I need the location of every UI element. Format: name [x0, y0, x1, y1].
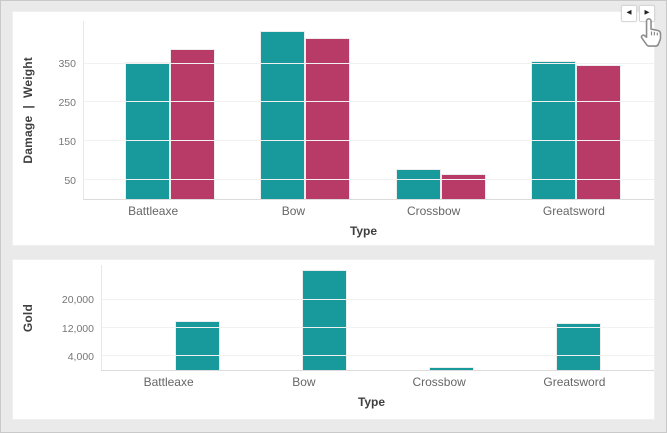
gridline [102, 355, 654, 356]
y-tick-label: 250 [58, 96, 76, 109]
y-axis-ticks: 4,000 12,000 20,000 [43, 265, 101, 371]
x-axis-labels: Battleaxe Bow Crossbow Greatsword [83, 200, 654, 218]
bar-crossbow-damage[interactable] [396, 170, 440, 199]
gridline [84, 62, 654, 64]
bar-bow-damage[interactable] [261, 31, 305, 199]
y-axis-title: Damage | Weight [13, 21, 43, 200]
gold-chart: Gold 4,000 12,000 20,000 Battleaxe Bow Cross… [13, 260, 654, 419]
x-category-label-crossbow: Crossbow [406, 204, 461, 218]
bar-battleaxe-gold[interactable] [176, 322, 219, 370]
category-slot-greatsword [515, 265, 642, 370]
bar-battleaxe-damage[interactable] [125, 62, 169, 199]
category-slot-bow [238, 21, 374, 199]
damage-weight-chart: Damage | Weight 50 150 250 350 Battleaxe Bow… [13, 12, 654, 245]
x-category-label-greatsword: Greatsword [542, 204, 605, 218]
x-axis-title: Type [357, 395, 386, 409]
y-axis-title-text: Gold [21, 303, 35, 333]
x-axis-labels: Battleaxe Bow Crossbow Greatsword [101, 371, 654, 389]
category-slot-battleaxe [134, 265, 261, 370]
x-category-label-battleaxe: Battleaxe [128, 204, 179, 218]
bar-battleaxe-weight[interactable] [170, 50, 214, 199]
y-tick-label: 4,000 [67, 350, 94, 363]
bar-crossbow-weight[interactable] [441, 175, 485, 199]
plot-area [83, 21, 654, 200]
y-axis-title-text: Damage | Weight [21, 57, 35, 164]
y-tick-label: 150 [58, 135, 76, 148]
x-category-label-bow: Bow [292, 375, 316, 389]
category-slot-crossbow [373, 21, 509, 199]
damage-weight-chart-card: Damage | Weight 50 150 250 350 Battleaxe Bow… [12, 11, 655, 246]
category-slot-bow [261, 265, 388, 370]
gridline [102, 327, 654, 328]
x-category-label-crossbow: Crossbow [412, 375, 466, 389]
plot-area [101, 265, 654, 371]
bar-greatsword-gold[interactable] [557, 323, 600, 370]
bar-bow-gold[interactable] [303, 270, 346, 370]
category-slot-battleaxe [102, 21, 238, 199]
bar-greatsword-weight[interactable] [577, 65, 621, 199]
x-category-label-battleaxe: Battleaxe [143, 375, 194, 389]
x-axis-title: Type [349, 224, 378, 238]
bar-bow-weight[interactable] [306, 38, 350, 199]
x-category-label-bow: Bow [281, 204, 306, 218]
next-page-button[interactable]: ▶ [639, 5, 655, 22]
pagination-controls: ◀ ▶ [621, 5, 655, 22]
y-tick-label: 50 [64, 174, 76, 187]
bar-greatsword-damage[interactable] [532, 62, 576, 199]
y-tick-label: 12,000 [61, 322, 94, 335]
gridline [84, 101, 654, 103]
prev-page-button[interactable]: ◀ [621, 5, 637, 22]
y-axis-title: Gold [13, 265, 43, 371]
gold-chart-card: Gold 4,000 12,000 20,000 Battleaxe Bow Cross… [12, 259, 655, 420]
y-axis-ticks: 50 150 250 350 [43, 21, 83, 200]
gridline [84, 139, 654, 141]
y-tick-label: 350 [58, 57, 76, 70]
gridline [102, 299, 654, 301]
bar-crossbow-gold[interactable] [430, 367, 473, 370]
gridline [84, 178, 654, 180]
category-slot-greatsword [509, 21, 645, 199]
category-slot-crossbow [388, 265, 515, 370]
x-category-label-greatsword: Greatsword [543, 375, 606, 389]
y-tick-label: 20,000 [61, 294, 94, 307]
